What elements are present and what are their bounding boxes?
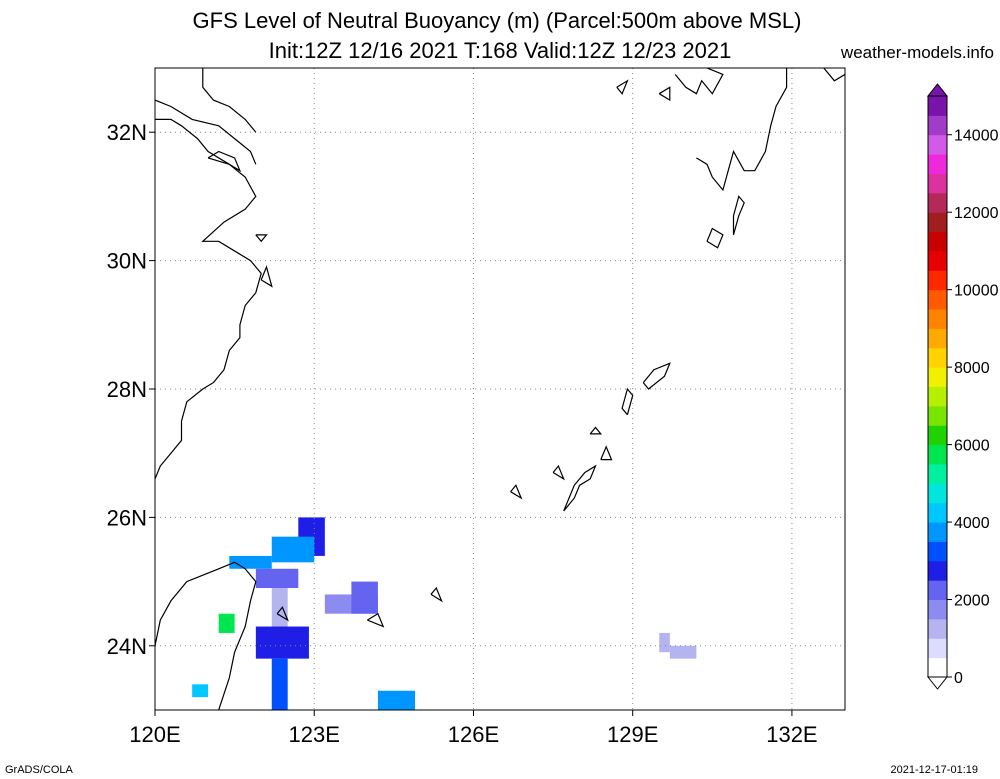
colorbar-tick-label: 6000 <box>954 438 990 455</box>
coastline <box>155 118 262 480</box>
colorbar-segment <box>928 134 947 155</box>
lon-tick-label: 126E <box>448 722 499 747</box>
colorbar-segment <box>928 154 947 174</box>
lat-tick-label: 26N <box>107 505 147 530</box>
buoyancy-field <box>192 517 697 710</box>
colorbar-segment <box>928 522 947 542</box>
coastline <box>430 586 443 603</box>
colorbar-segment <box>928 502 947 523</box>
colorbar-segment <box>928 115 947 136</box>
colorbar-tick-label: 14000 <box>954 128 999 145</box>
field-cell <box>255 568 299 589</box>
colorbar-segment <box>928 638 947 659</box>
coastline <box>155 99 257 165</box>
coastlines <box>155 68 845 710</box>
colorbar-tick-label: 10000 <box>954 283 999 300</box>
colorbar-segment <box>928 657 947 678</box>
colorbar-segment <box>928 618 947 639</box>
generation-timestamp: 2021-12-17-01:19 <box>890 764 978 776</box>
coastline <box>276 606 289 622</box>
colorbar-segment <box>928 309 947 329</box>
coastline <box>155 561 257 710</box>
colorbar-segment <box>928 173 947 194</box>
chart-subtitle: Init:12Z 12/16 2021 T:168 Valid:12Z 12/2… <box>268 38 732 63</box>
coastline <box>563 464 597 512</box>
lat-tick-label: 28N <box>107 377 147 402</box>
colorbar-segment <box>928 444 947 465</box>
colorbar-tick-label: 0 <box>954 670 963 687</box>
lat-tick-label: 30N <box>107 249 147 274</box>
coastline <box>366 612 385 628</box>
colorbar-segment <box>928 289 947 310</box>
colorbar-segment <box>928 560 947 581</box>
colorbar-segment <box>928 328 947 349</box>
colorbar-tick-label: 12000 <box>954 205 999 222</box>
colorbar-segment <box>928 405 947 426</box>
field-cell <box>659 632 670 653</box>
coastline <box>202 68 257 133</box>
lat-tick-label: 24N <box>107 634 147 659</box>
coastline <box>616 79 629 95</box>
colorbar-frame <box>927 95 948 678</box>
field-cell <box>271 536 315 563</box>
colorbar-segment <box>928 599 947 620</box>
colorbar-tick-label: 8000 <box>954 360 990 377</box>
field-cell <box>192 684 209 698</box>
coastline <box>674 68 724 95</box>
axis-labels: 120E 123E 126E 129E 132E 24N 26N 28N 30N 32N <box>107 120 818 747</box>
colorbar-segment <box>928 386 947 407</box>
colorbar-tick-label: 4000 <box>954 515 990 532</box>
field-cell <box>271 658 288 710</box>
colorbar-segment <box>928 347 947 368</box>
field-cell <box>351 581 378 614</box>
coastline <box>207 150 242 173</box>
colorbar-segment <box>928 483 947 504</box>
field-cell <box>255 626 309 659</box>
coastline <box>510 484 523 500</box>
coastline <box>552 464 565 481</box>
coastline <box>696 68 788 192</box>
colorbar-segment <box>928 192 947 213</box>
lon-tick-label: 129E <box>607 722 658 747</box>
coastline <box>658 86 671 102</box>
coastline <box>823 68 845 82</box>
coastline <box>642 362 671 390</box>
colorbar-segment <box>928 463 947 484</box>
colorbar-segment <box>928 425 947 446</box>
lon-tick-label: 132E <box>766 722 817 747</box>
source-credit: weather-models.info <box>840 43 994 62</box>
lon-tick-label: 123E <box>289 722 340 747</box>
colorbar-max-arrow <box>926 83 949 97</box>
colorbar-segment <box>928 270 947 291</box>
lon-tick-label: 120E <box>129 722 180 747</box>
colorbar-tick-label: 2000 <box>954 593 990 610</box>
coastline <box>706 227 724 249</box>
lat-tick-label: 32N <box>107 120 147 145</box>
colorbar-segment <box>928 231 947 252</box>
coastline <box>621 387 634 416</box>
colorbar-segment <box>928 96 947 116</box>
colorbar-segment <box>928 250 947 271</box>
software-credit: GrADS/COLA <box>5 764 73 776</box>
gridlines <box>154 68 845 710</box>
colorbar-segment <box>928 580 947 601</box>
coastline <box>600 445 613 461</box>
colorbar: 0 2000 4000 6000 8000 10000 12000 14000 <box>926 83 999 690</box>
field-cell <box>377 690 416 710</box>
coastline <box>260 265 273 288</box>
chart-title: GFS Level of Neutral Buoyancy (m) (Parce… <box>192 8 802 33</box>
field-cell <box>218 613 235 633</box>
field-cell <box>669 645 697 659</box>
colorbar-min-arrow <box>926 676 949 690</box>
colorbar-segment <box>928 367 947 387</box>
coastline <box>732 195 745 236</box>
colorbar-segment <box>928 212 947 233</box>
colorbar-segment <box>928 541 947 562</box>
coastline <box>589 426 603 435</box>
coastline <box>255 234 268 243</box>
